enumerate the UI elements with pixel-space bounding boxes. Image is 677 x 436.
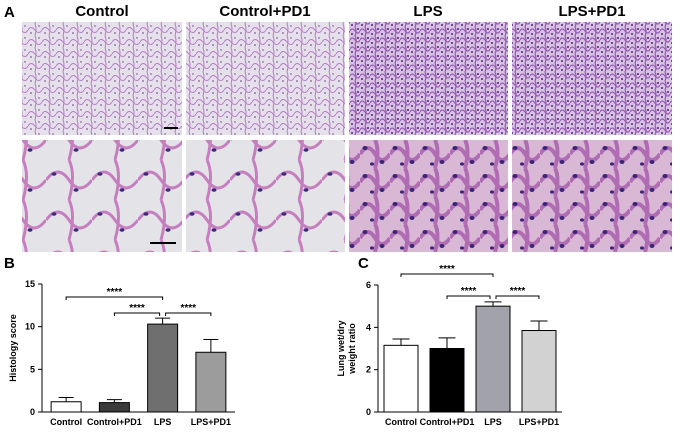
y-axis-label: Lung wet/dryweight ratio — [336, 321, 357, 377]
x-tick-label: LPS+PD1 — [519, 417, 559, 427]
y-tick-label: 2 — [366, 365, 371, 375]
y-tick-label: 0 — [30, 407, 35, 417]
micrograph — [186, 22, 345, 135]
x-tick-label: LPS — [484, 417, 502, 427]
micrograph — [512, 22, 672, 135]
significance-label: **** — [129, 303, 145, 314]
y-axis-label-line: Histology score — [8, 314, 18, 382]
y-tick-label: 10 — [25, 322, 35, 332]
bar — [147, 323, 179, 413]
significance-label: **** — [180, 303, 196, 314]
significance-bracket — [65, 296, 164, 300]
bar — [195, 351, 227, 413]
significance-bracket — [446, 295, 491, 299]
y-tick-label: 6 — [366, 280, 371, 290]
micrograph — [186, 140, 345, 252]
significance-bracket — [165, 312, 212, 316]
micrograph — [22, 140, 182, 252]
significance-label: **** — [461, 286, 477, 297]
y-axis-label-line: Lung wet/dry — [336, 321, 346, 377]
bar — [98, 402, 130, 413]
bar — [429, 348, 465, 413]
panel-label: A — [4, 4, 15, 21]
x-tick-label: Control — [385, 417, 417, 427]
y-axis-label-line: weight ratio — [347, 323, 357, 375]
significance-bracket — [113, 312, 161, 316]
significance-bracket — [495, 295, 540, 299]
y-tick-label: 5 — [30, 364, 35, 374]
column-title: LPS — [413, 3, 442, 20]
micrograph — [22, 22, 182, 135]
y-tick-label: 0 — [366, 407, 371, 417]
bar — [50, 401, 82, 413]
column-title: Control — [75, 3, 128, 20]
x-tick-label: LPS — [154, 417, 172, 427]
significance-bracket — [400, 273, 494, 277]
y-tick-label: 15 — [25, 279, 35, 289]
significance-label: **** — [439, 264, 455, 275]
x-tick-label: Control+PD1 — [87, 417, 142, 427]
micrograph — [349, 140, 508, 252]
significance-label: **** — [107, 287, 123, 298]
bar — [383, 344, 419, 413]
panel-label: B — [4, 255, 15, 272]
x-tick-label: Control — [50, 417, 82, 427]
significance-label: **** — [510, 286, 526, 297]
bar — [521, 330, 557, 413]
column-title: Control+PD1 — [219, 3, 310, 20]
bar — [475, 305, 511, 413]
micrograph — [512, 140, 672, 252]
x-tick-label: LPS+PD1 — [191, 417, 231, 427]
column-title: LPS+PD1 — [558, 3, 625, 20]
x-tick-label: Control+PD1 — [420, 417, 475, 427]
micrograph — [349, 22, 508, 135]
micrographs — [22, 22, 672, 252]
panel-label: C — [358, 255, 369, 272]
y-axis-label: Histology score — [8, 314, 18, 382]
y-tick-label: 4 — [366, 322, 371, 332]
